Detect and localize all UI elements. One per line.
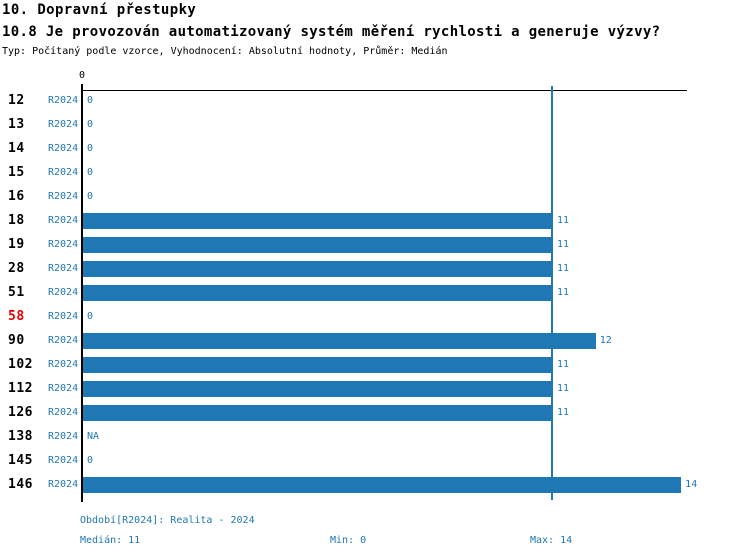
row-label: 18 xyxy=(8,213,25,228)
bar xyxy=(83,261,553,277)
row-label: 12 xyxy=(8,93,25,108)
min-stat-label: Min: 0 xyxy=(330,535,367,546)
bar-value-label: NA xyxy=(87,431,100,442)
row-label: 14 xyxy=(8,141,25,156)
row-label: 51 xyxy=(8,285,25,300)
row-label: 16 xyxy=(8,189,25,204)
bar-value-label: 0 xyxy=(87,95,94,106)
row-period-label: R2024 xyxy=(48,95,79,106)
bar-value-label: 0 xyxy=(87,191,94,202)
bar-value-label: 12 xyxy=(599,335,612,346)
median-stat-label: Medián: 11 xyxy=(80,535,141,546)
chart-question-title: 10.8 Je provozován automatizovaný systém… xyxy=(2,24,661,40)
bar xyxy=(83,381,553,397)
row-period-label: R2024 xyxy=(48,239,79,250)
bar-value-label: 11 xyxy=(557,359,570,370)
bar xyxy=(83,333,596,349)
x-axis-zero-tick-label: 0 xyxy=(78,70,86,81)
row-label: 90 xyxy=(8,333,25,348)
row-period-label: R2024 xyxy=(48,407,79,418)
row-label: 146 xyxy=(8,477,33,492)
bar-value-label: 11 xyxy=(557,287,570,298)
row-period-label: R2024 xyxy=(48,335,79,346)
row-period-label: R2024 xyxy=(48,215,79,226)
bar-value-label: 11 xyxy=(557,407,570,418)
row-period-label: R2024 xyxy=(48,119,79,130)
bar xyxy=(83,477,682,493)
period-note: Období[R2024]: Realita - 2024 xyxy=(80,515,255,526)
bar xyxy=(83,357,553,373)
bar xyxy=(83,237,553,253)
bar-value-label: 14 xyxy=(685,479,698,490)
row-period-label: R2024 xyxy=(48,383,79,394)
row-label: 28 xyxy=(8,261,25,276)
row-period-label: R2024 xyxy=(48,311,79,322)
row-period-label: R2024 xyxy=(48,455,79,466)
bar-value-label: 11 xyxy=(557,263,570,274)
row-label: 58 xyxy=(8,309,25,324)
row-period-label: R2024 xyxy=(48,167,79,178)
row-label: 15 xyxy=(8,165,25,180)
row-period-label: R2024 xyxy=(48,263,79,274)
row-label: 19 xyxy=(8,237,25,252)
row-label: 102 xyxy=(8,357,33,372)
bar-value-label: 11 xyxy=(557,383,570,394)
bar xyxy=(83,285,553,301)
row-label: 145 xyxy=(8,453,33,468)
bar-value-label: 0 xyxy=(87,455,94,466)
x-axis-line xyxy=(82,90,687,91)
page-title: 10. Dopravní přestupky xyxy=(2,2,197,18)
bar-value-label: 0 xyxy=(87,167,94,178)
row-period-label: R2024 xyxy=(48,191,79,202)
bar xyxy=(83,213,553,229)
bar-value-label: 0 xyxy=(87,119,94,130)
y-axis-line xyxy=(81,84,83,502)
row-period-label: R2024 xyxy=(48,479,79,490)
bar-value-label: 0 xyxy=(87,143,94,154)
row-period-label: R2024 xyxy=(48,431,79,442)
row-period-label: R2024 xyxy=(48,359,79,370)
bar xyxy=(83,405,553,421)
row-label: 138 xyxy=(8,429,33,444)
row-period-label: R2024 xyxy=(48,143,79,154)
row-label: 13 xyxy=(8,117,25,132)
row-period-label: R2024 xyxy=(48,287,79,298)
max-stat-label: Max: 14 xyxy=(530,535,573,546)
chart-meta-info: Typ: Počítaný podle vzorce, Vyhodnocení:… xyxy=(2,46,448,57)
row-label: 112 xyxy=(8,381,33,396)
bar-value-label: 11 xyxy=(557,239,570,250)
bar-value-label: 11 xyxy=(557,215,570,226)
bar-value-label: 0 xyxy=(87,311,94,322)
row-label: 126 xyxy=(8,405,33,420)
